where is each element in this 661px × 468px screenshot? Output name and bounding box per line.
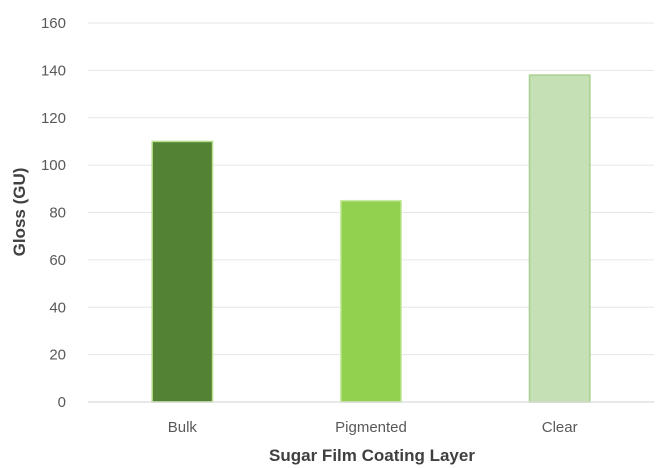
y-tick-label: 160 [41,15,66,32]
y-tick-label: 20 [49,347,66,364]
bar-clear [528,74,591,403]
x-tick-label: Bulk [168,419,198,436]
x-tick-label: Clear [542,419,578,436]
x-tick-label: Pigmented [335,419,407,436]
y-tick-label: 140 [41,62,66,79]
y-tick-label: 80 [49,205,66,222]
bar-pigmented [340,199,402,403]
bar-bulk [151,140,214,403]
y-tick-label: 60 [49,252,66,269]
x-tick-labels: Bulk Pigmented Clear [168,419,578,436]
y-tick-label: 120 [41,110,66,127]
y-tick-label: 0 [58,394,66,411]
y-tick-labels: 0 20 40 60 80 100 120 140 160 [41,15,66,411]
y-axis-title: Gloss (GU) [10,168,29,257]
x-axis-title: Sugar Film Coating Layer [269,446,475,465]
bars [151,74,591,403]
y-tick-label: 100 [41,157,66,174]
y-tick-label: 40 [49,299,66,316]
